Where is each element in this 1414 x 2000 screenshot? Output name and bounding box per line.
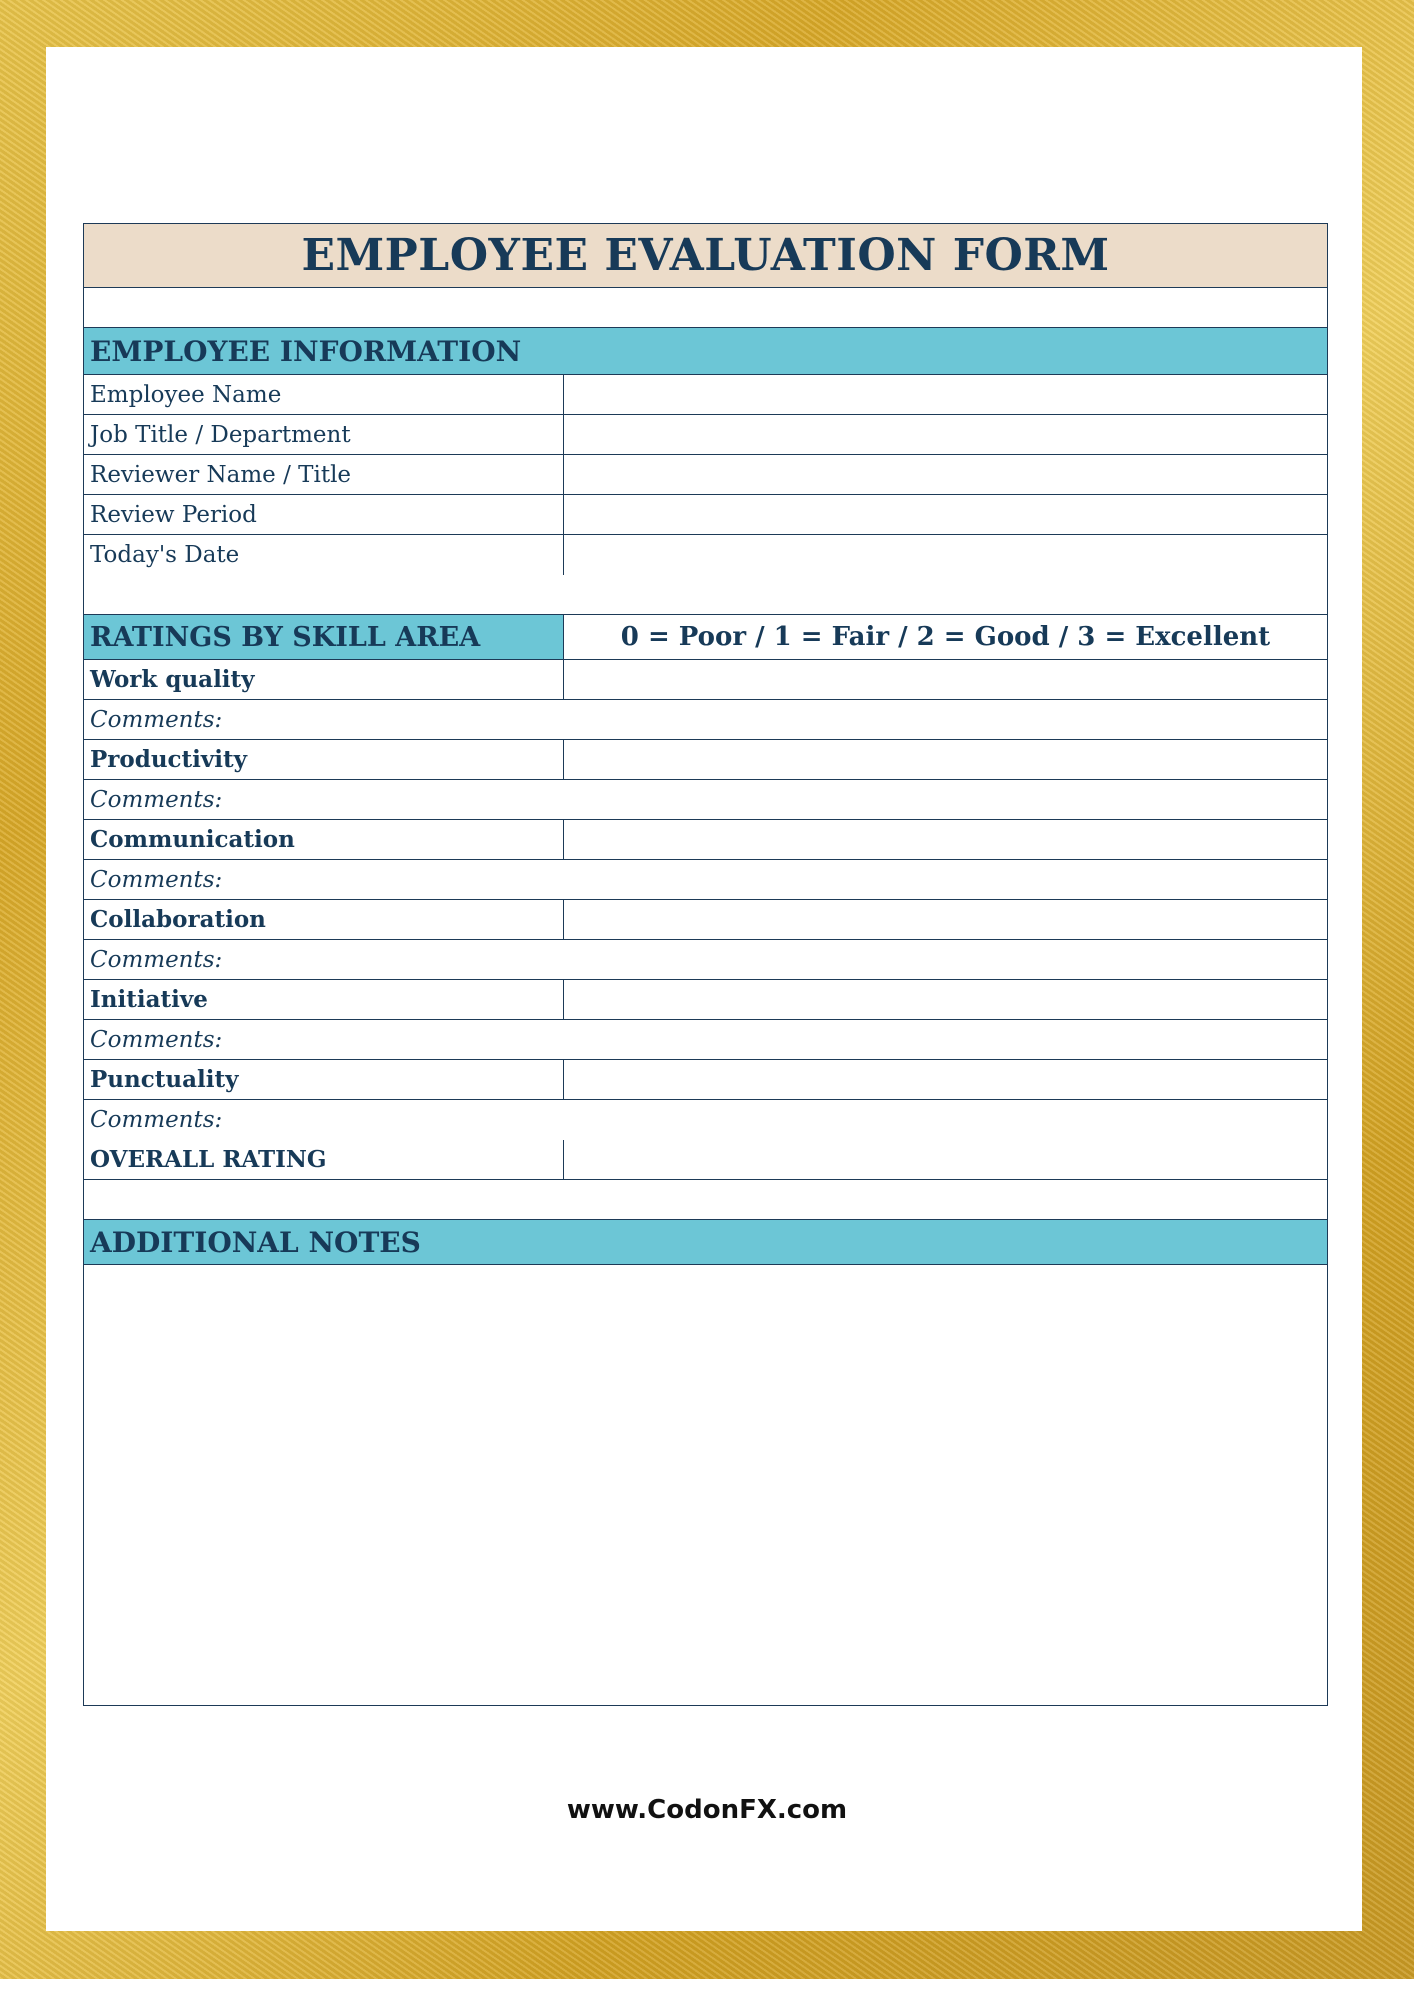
overall-rating-row: OVERALL RATING [84, 1140, 1327, 1180]
comments-label: Comments: [90, 946, 223, 973]
spacer-row [84, 1180, 1327, 1220]
info-field-input[interactable] [564, 495, 1327, 534]
skill-row: Communication [84, 820, 1327, 860]
skill-row: Productivity [84, 740, 1327, 780]
skill-comments-field[interactable]: Comments: [84, 1020, 1327, 1060]
spacer-row [84, 575, 1327, 615]
skill-label: Communication [84, 820, 564, 859]
info-field-input[interactable] [564, 415, 1327, 454]
overall-rating-field[interactable] [564, 1140, 1327, 1179]
skill-label: Work quality [84, 660, 564, 699]
skill-rating-field[interactable] [564, 1060, 1327, 1099]
info-row: Job Title / Department [84, 415, 1327, 455]
skill-row: Initiative [84, 980, 1327, 1020]
skill-rating-field[interactable] [564, 980, 1327, 1019]
skill-comments-field[interactable]: Comments: [84, 1100, 1327, 1140]
skill-comments-field[interactable]: Comments: [84, 700, 1327, 740]
skill-rating-field[interactable] [564, 820, 1327, 859]
info-row: Today's Date [84, 535, 1327, 575]
comments-label: Comments: [90, 786, 223, 813]
skill-rating-field[interactable] [564, 740, 1327, 779]
skill-label: Initiative [84, 980, 564, 1019]
info-row: Employee Name [84, 375, 1327, 415]
info-field-label: Employee Name [84, 375, 564, 414]
skill-label: Productivity [84, 740, 564, 779]
overall-rating-label: OVERALL RATING [84, 1140, 564, 1179]
skill-label: Collaboration [84, 900, 564, 939]
info-field-label: Job Title / Department [84, 415, 564, 454]
skill-label: Punctuality [84, 1060, 564, 1099]
footer-website: www.CodonFX.com [566, 1795, 848, 1825]
info-row: Reviewer Name / Title [84, 455, 1327, 495]
employee-info-header: EMPLOYEE INFORMATION [84, 328, 1327, 375]
skill-comments-field[interactable]: Comments: [84, 860, 1327, 900]
spacer-row [84, 288, 1327, 328]
additional-notes-field[interactable] [84, 1265, 1327, 1705]
info-field-input[interactable] [564, 535, 1327, 575]
info-field-input[interactable] [564, 455, 1327, 494]
info-row: Review Period [84, 495, 1327, 535]
comments-label: Comments: [90, 866, 223, 893]
skill-rating-field[interactable] [564, 660, 1327, 699]
rating-scale-legend: 0 = Poor / 1 = Fair / 2 = Good / 3 = Exc… [620, 622, 1271, 652]
skill-comments-field[interactable]: Comments: [84, 940, 1327, 980]
form-title: EMPLOYEE EVALUATION FORM [84, 224, 1327, 288]
info-field-label: Review Period [84, 495, 564, 534]
comments-label: Comments: [90, 1026, 223, 1053]
skill-row: Collaboration [84, 900, 1327, 940]
info-field-label: Reviewer Name / Title [84, 455, 564, 494]
skill-row: Punctuality [84, 1060, 1327, 1100]
comments-label: Comments: [90, 1107, 223, 1133]
ratings-header-row: RATINGS BY SKILL AREA 0 = Poor / 1 = Fai… [84, 615, 1327, 660]
info-field-input[interactable] [564, 375, 1327, 414]
ratings-header: RATINGS BY SKILL AREA [84, 615, 564, 659]
skill-comments-field[interactable]: Comments: [84, 780, 1327, 820]
skill-row: Work quality [84, 660, 1327, 700]
evaluation-form: EMPLOYEE EVALUATION FORM EMPLOYEE INFORM… [83, 223, 1328, 1706]
comments-label: Comments: [90, 706, 223, 733]
info-field-label: Today's Date [84, 535, 564, 575]
additional-notes-header: ADDITIONAL NOTES [84, 1220, 1327, 1265]
skill-rating-field[interactable] [564, 900, 1327, 939]
